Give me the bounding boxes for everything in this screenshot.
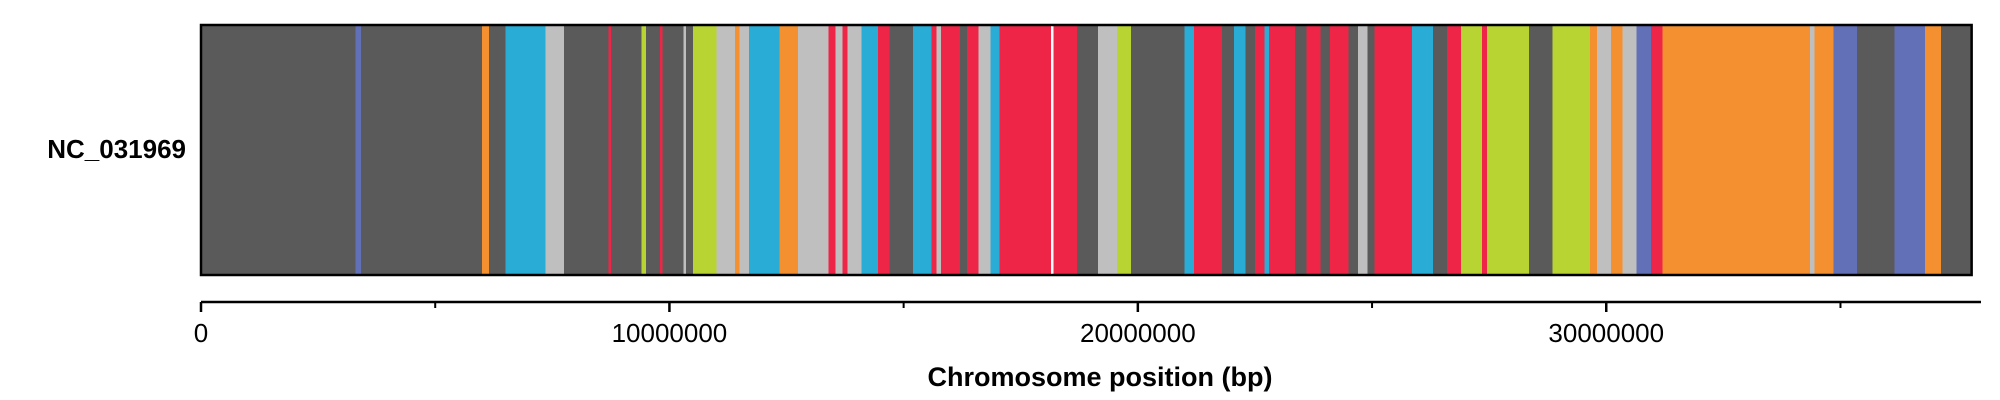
segment-4 (489, 25, 506, 275)
segment-54 (1306, 25, 1321, 275)
segment-68 (1552, 25, 1590, 275)
segment-2 (361, 25, 483, 275)
segment-12 (660, 25, 663, 275)
segment-26 (847, 25, 862, 275)
segment-64 (1461, 25, 1483, 275)
segment-55 (1320, 25, 1330, 275)
segment-30 (913, 25, 932, 275)
segment-37 (990, 25, 1000, 275)
segment-76 (1810, 25, 1815, 275)
segment-74 (1650, 25, 1663, 275)
segment-40 (1053, 25, 1077, 275)
segment-50 (1254, 25, 1265, 275)
segment-72 (1622, 25, 1637, 275)
segment-39 (1051, 25, 1054, 275)
segment-46 (1194, 25, 1223, 275)
segment-78 (1833, 25, 1857, 275)
segment-6 (545, 25, 565, 275)
segment-9 (610, 25, 642, 275)
x-tick-label-1: 10000000 (612, 318, 728, 348)
segment-42 (1098, 25, 1117, 275)
segment-34 (959, 25, 967, 275)
segment-14 (683, 25, 686, 275)
segment-32 (936, 25, 942, 275)
row-label-NC_031969: NC_031969 (47, 134, 186, 164)
segment-41 (1076, 25, 1099, 275)
x-axis: 0 10000000 20000000 30000000 (194, 300, 1981, 348)
segment-63 (1447, 25, 1462, 275)
segment-10 (641, 25, 646, 275)
segment-21 (779, 25, 799, 275)
segment-82 (1941, 25, 1972, 275)
segment-35 (966, 25, 979, 275)
segment-33 (941, 25, 960, 275)
segment-52 (1269, 25, 1295, 275)
segment-69 (1589, 25, 1597, 275)
segment-31 (931, 25, 937, 275)
segment-8 (608, 25, 611, 275)
segment-58 (1358, 25, 1368, 275)
segment-70 (1596, 25, 1611, 275)
segment-79 (1856, 25, 1895, 275)
x-tick-label-3: 30000000 (1548, 318, 1664, 348)
segment-13 (662, 25, 684, 275)
segment-25 (842, 25, 848, 275)
segment-60 (1374, 25, 1412, 275)
segment-57 (1348, 25, 1358, 275)
x-axis-ticks: 0 10000000 20000000 30000000 (194, 302, 1842, 348)
segment-23 (828, 25, 836, 275)
x-tick-label-2: 20000000 (1080, 318, 1196, 348)
segment-73 (1636, 25, 1651, 275)
segment-7 (564, 25, 609, 275)
segment-47 (1222, 25, 1234, 275)
segment-45 (1184, 25, 1195, 275)
segment-43 (1116, 25, 1131, 275)
segment-28 (877, 25, 890, 275)
segment-3 (482, 25, 490, 275)
segment-65 (1482, 25, 1487, 275)
segment-15 (685, 25, 693, 275)
segment-61 (1411, 25, 1433, 275)
segment-20 (749, 25, 780, 275)
segment-24 (835, 25, 843, 275)
segment-27 (861, 25, 878, 275)
segment-16 (692, 25, 717, 275)
segment-67 (1528, 25, 1553, 275)
segment-80 (1894, 25, 1925, 275)
segment-59 (1367, 25, 1375, 275)
segment-44 (1130, 25, 1185, 275)
segment-51 (1264, 25, 1269, 275)
segment-0 (201, 25, 356, 275)
segment-62 (1432, 25, 1447, 275)
segment-75 (1662, 25, 1811, 275)
segment-group (201, 25, 1972, 275)
segment-36 (978, 25, 991, 275)
segment-48 (1233, 25, 1246, 275)
segment-17 (716, 25, 735, 275)
x-tick-label-0: 0 (194, 318, 208, 348)
segment-49 (1245, 25, 1255, 275)
segment-11 (646, 25, 661, 275)
segment-1 (355, 25, 362, 275)
segment-5 (505, 25, 546, 275)
track-frame (199, 23, 1973, 277)
segment-53 (1294, 25, 1307, 275)
segment-19 (739, 25, 750, 275)
segment-18 (735, 25, 740, 275)
segment-22 (798, 25, 829, 275)
segment-66 (1486, 25, 1529, 275)
x-axis-label: Chromosome position (bp) (928, 362, 1273, 392)
segment-81 (1924, 25, 1942, 275)
segment-38 (999, 25, 1052, 275)
segment-56 (1329, 25, 1349, 275)
segment-29 (889, 25, 913, 275)
segment-71 (1610, 25, 1623, 275)
segment-77 (1814, 25, 1834, 275)
